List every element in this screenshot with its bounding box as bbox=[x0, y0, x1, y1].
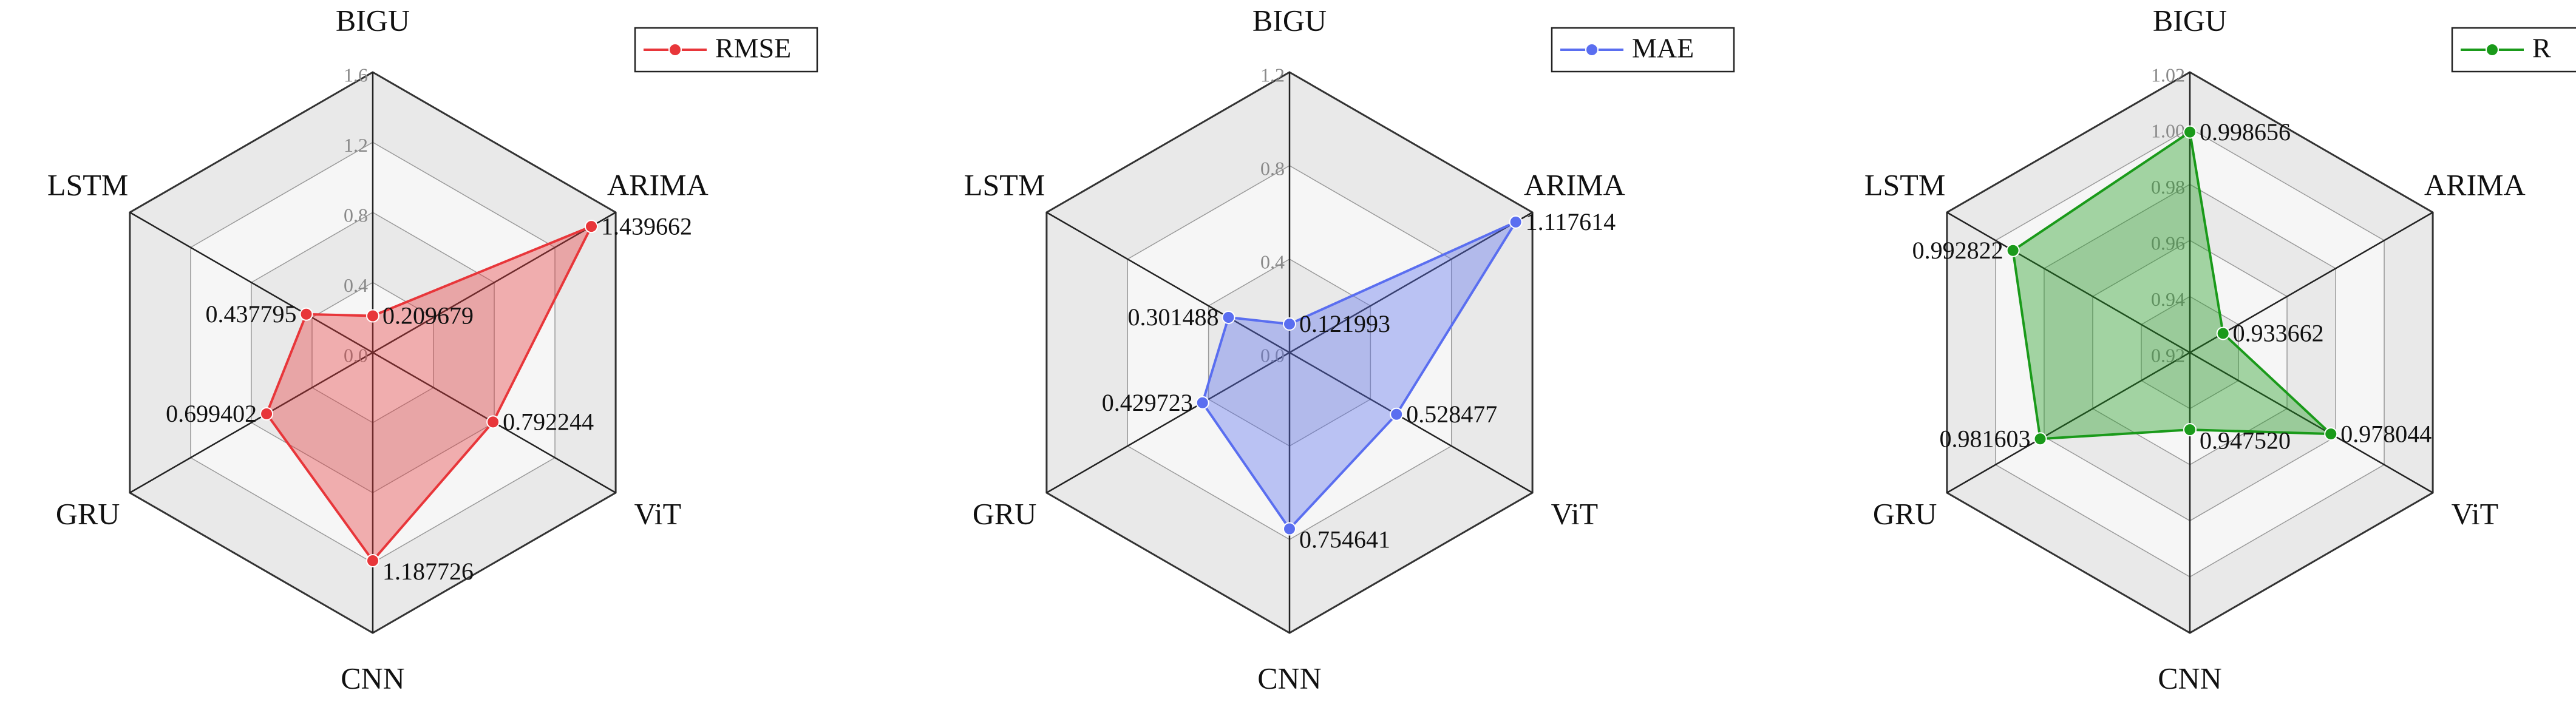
value-label: 0.947520 bbox=[2200, 427, 2291, 454]
spoke bbox=[2189, 211, 2433, 354]
spoke bbox=[1946, 351, 2190, 494]
tick-label: 1.2 bbox=[344, 134, 368, 156]
category-label: ARIMA bbox=[607, 167, 709, 201]
spoke bbox=[1046, 211, 1290, 354]
category-label: CNN bbox=[2158, 661, 2222, 695]
spoke bbox=[372, 211, 616, 354]
value-label: 0.792244 bbox=[503, 408, 594, 436]
tick-label: 0.92 bbox=[2151, 344, 2185, 366]
category-label: CNN bbox=[341, 661, 405, 695]
radar-chart: BIGU ARIMA ViT CNN GRU LSTM 0.92 0.94 0.96 0.98 1.… bbox=[1864, 3, 2576, 695]
data-point bbox=[1509, 215, 1523, 229]
data-point bbox=[585, 220, 599, 234]
data-point bbox=[2183, 423, 2197, 437]
category-label: ViT bbox=[2452, 496, 2499, 530]
spoke bbox=[129, 211, 373, 354]
category-label: BIGU bbox=[1252, 3, 1327, 37]
value-label: 0.429723 bbox=[1102, 389, 1193, 416]
value-label: 0.933662 bbox=[2233, 320, 2324, 347]
data-point bbox=[1222, 310, 1235, 324]
category-label: LSTM bbox=[964, 167, 1045, 201]
spoke bbox=[2189, 351, 2433, 494]
category-label: ViT bbox=[1551, 496, 1599, 530]
legend-marker bbox=[668, 43, 682, 56]
category-label: GRU bbox=[1873, 496, 1937, 530]
tick-label: 0.0 bbox=[344, 344, 368, 366]
legend-label: RMSE bbox=[715, 33, 791, 64]
spoke bbox=[1289, 351, 1533, 494]
tick-label: 0.8 bbox=[344, 204, 368, 226]
tick-label: 0.8 bbox=[1260, 157, 1285, 179]
data-point bbox=[1283, 317, 1296, 331]
tick-label: 1.2 bbox=[1260, 64, 1285, 86]
tick-label: 0.96 bbox=[2151, 232, 2185, 254]
legend-box bbox=[634, 27, 818, 73]
data-point bbox=[2216, 326, 2230, 340]
legend-label: R bbox=[2532, 33, 2551, 64]
value-label: 0.978044 bbox=[2340, 420, 2432, 447]
value-label: 1.117614 bbox=[1526, 208, 1616, 235]
spoke bbox=[1046, 351, 1290, 494]
category-label: LSTM bbox=[47, 167, 128, 201]
value-label: 0.121993 bbox=[1299, 310, 1390, 337]
data-point bbox=[260, 407, 274, 421]
value-label: 0.437795 bbox=[206, 300, 297, 328]
category-label: ARIMA bbox=[2424, 167, 2526, 201]
tick-label: 0.94 bbox=[2151, 288, 2185, 310]
value-label: 0.981603 bbox=[1940, 425, 2031, 452]
value-label: 0.528477 bbox=[1406, 400, 1497, 428]
value-label: 1.187726 bbox=[382, 558, 474, 585]
data-point bbox=[1283, 522, 1296, 536]
category-label: ARIMA bbox=[1524, 167, 1625, 201]
value-label: 0.754641 bbox=[1299, 526, 1390, 553]
tick-label: 0.4 bbox=[344, 274, 368, 296]
category-label: GRU bbox=[973, 496, 1037, 530]
data-point bbox=[2183, 125, 2197, 139]
tick-label: 0.98 bbox=[2151, 176, 2185, 198]
tick-label: 1.6 bbox=[344, 64, 368, 86]
spoke bbox=[1946, 211, 2190, 354]
radar-chart: BIGU ARIMA ViT CNN GRU LSTM 0.0 0.4 0.8 1.2 1.6 0.2… bbox=[47, 3, 818, 695]
value-label: 1.439662 bbox=[601, 212, 692, 240]
category-label: BIGU bbox=[2153, 3, 2227, 37]
data-point bbox=[486, 415, 500, 429]
category-label: BIGU bbox=[336, 3, 410, 37]
data-point bbox=[299, 307, 313, 321]
spoke bbox=[1289, 211, 1533, 354]
value-label: 0.992822 bbox=[1912, 237, 2003, 264]
value-label: 0.998656 bbox=[2200, 118, 2291, 146]
legend-marker bbox=[1585, 43, 1599, 56]
data-point bbox=[1195, 396, 1209, 410]
data-point bbox=[2033, 432, 2047, 446]
data-point bbox=[366, 553, 379, 567]
category-label: GRU bbox=[56, 496, 120, 530]
value-label: 0.699402 bbox=[166, 400, 257, 427]
data-point bbox=[366, 309, 379, 323]
data-point bbox=[2324, 427, 2338, 441]
data-point bbox=[1390, 407, 1404, 421]
tick-label: 0.4 bbox=[1260, 251, 1285, 272]
spoke bbox=[129, 351, 373, 494]
legend-marker bbox=[2486, 43, 2499, 56]
category-label: ViT bbox=[634, 496, 682, 530]
tick-label: 0.0 bbox=[1260, 344, 1285, 366]
value-label: 0.301488 bbox=[1127, 303, 1218, 331]
radar-chart: BIGU ARIMA ViT CNN GRU LSTM 0.0 0.4 0.8 1.2 0.1219… bbox=[964, 3, 1735, 695]
data-point bbox=[2006, 243, 2020, 257]
legend-label: MAE bbox=[1632, 33, 1694, 64]
value-label: 0.209679 bbox=[382, 302, 474, 329]
tick-label: 1.02 bbox=[2151, 64, 2185, 86]
category-label: CNN bbox=[1257, 661, 1322, 695]
category-label: LSTM bbox=[1864, 167, 1945, 201]
